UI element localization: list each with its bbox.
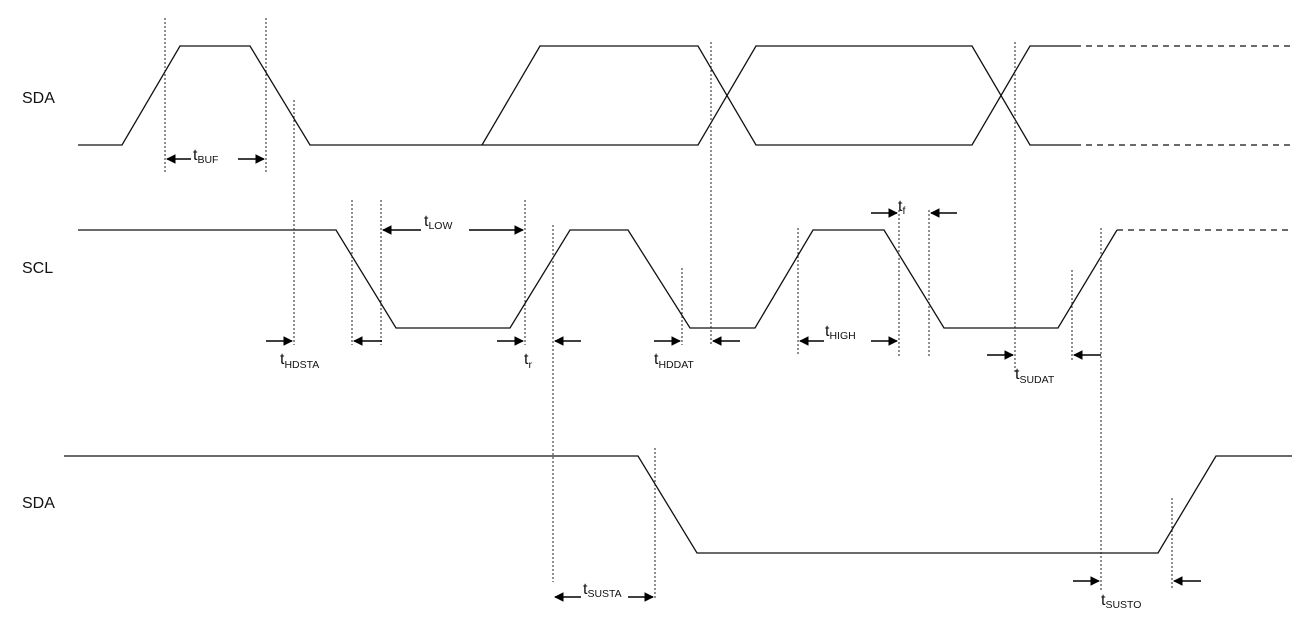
sda-top-data-a (481, 45, 1075, 146)
t-susto-label: tSUSTO (1101, 592, 1141, 611)
sda-bottom-label: SDA (22, 495, 55, 512)
sda-top-label: SDA (22, 90, 55, 107)
scl-label: SCL (22, 260, 53, 277)
sda-top-pulse (78, 45, 482, 146)
t-r-label: tr (524, 351, 532, 371)
timing-arrows (166, 154, 1201, 602)
t-low-label: tLOW (424, 213, 452, 232)
t-hdsta-label: tHDSTA (280, 351, 319, 371)
t-high-label: tHIGH (825, 323, 856, 342)
sda-top-data-b (482, 45, 1075, 146)
timing-reference-lines (164, 18, 1173, 600)
t-buf-label: tBUF (193, 147, 218, 166)
t-susta-label: tSUSTA (583, 581, 622, 600)
t-f-label: tf (898, 198, 905, 217)
t-sudat-label: tSUDAT (1015, 366, 1055, 386)
sda-bottom-waveform (64, 455, 1292, 554)
t-hddat-label: tHDDAT (654, 351, 694, 371)
scl-waveform (78, 229, 1118, 329)
